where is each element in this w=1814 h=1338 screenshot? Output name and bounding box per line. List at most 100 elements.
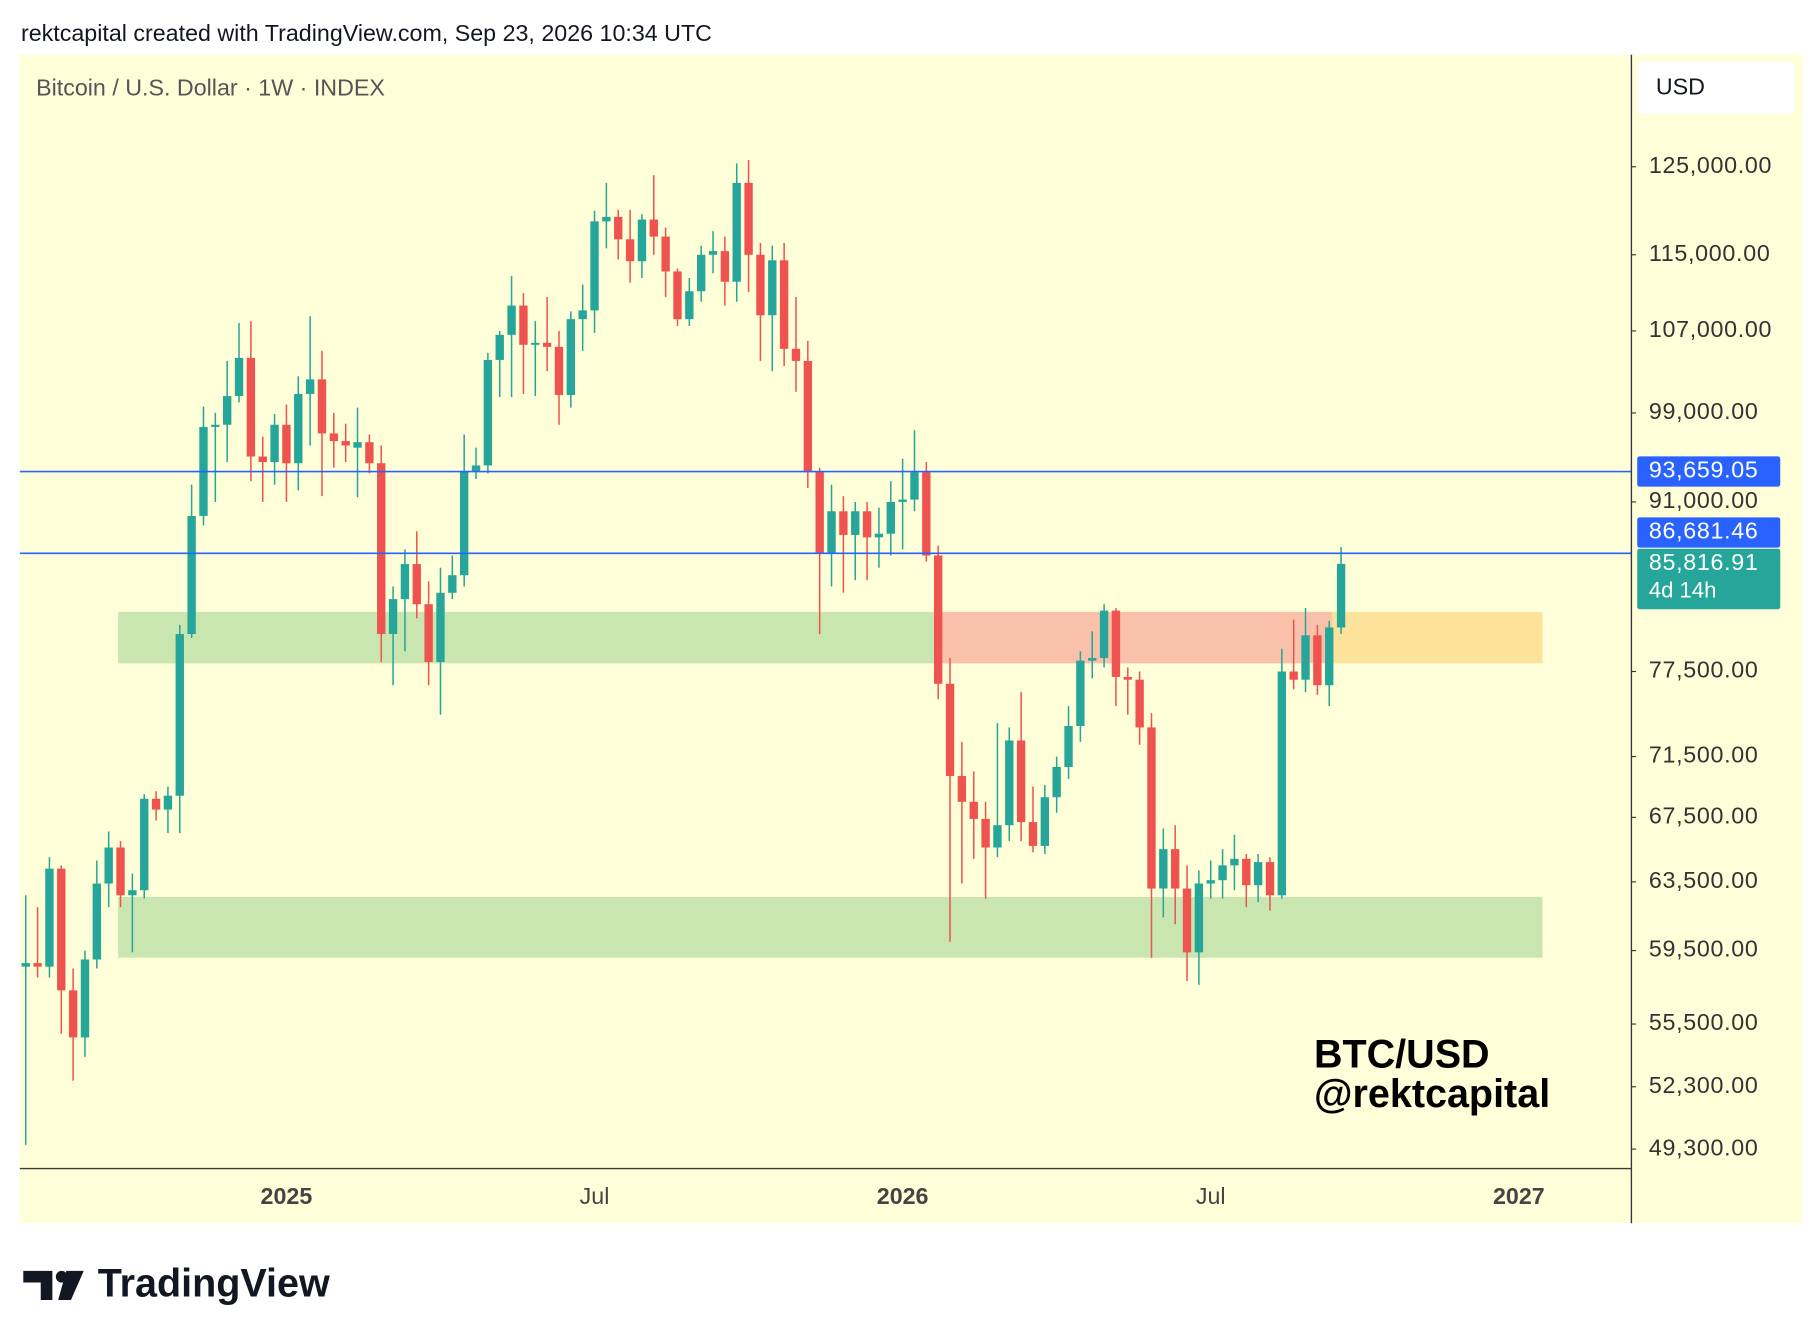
candle-body [744,182,753,255]
candle-body [1301,635,1310,680]
candle-body [602,216,611,222]
candle-body [140,798,149,891]
candle-body [282,424,291,464]
y-tick-label: 115,000.00 [1649,240,1771,266]
candle-body [424,604,433,663]
candle-body [1076,660,1085,727]
candle-body [317,379,327,434]
candle-body [957,775,967,802]
candle-body [353,442,362,448]
candle-body [886,501,895,534]
candle-body [1289,671,1298,680]
candle-body [1170,849,1180,889]
y-tick-label: 52,300.00 [1649,1072,1759,1098]
candle-body [448,575,457,593]
candle-body [45,868,54,967]
candle-body [803,360,813,473]
brand-logo [23,1270,84,1300]
y-tick-label: 77,500.00 [1649,657,1759,683]
candle-body [661,236,670,272]
candle-body [459,471,469,576]
candle-body [246,357,256,457]
candle-body [1182,888,1192,953]
candle-body [294,393,303,464]
candle-body [1313,635,1322,686]
y-tick-label: 67,500.00 [1649,803,1759,829]
candle-body [222,396,232,425]
candle-body [708,251,718,255]
last-price-box [1637,548,1781,610]
y-tick-label: 99,000.00 [1649,398,1759,424]
y-tick-label: 71,500.00 [1649,742,1759,768]
annotation: BTC/USD [1314,1032,1490,1076]
candle-body [720,251,730,282]
candle-body [1230,858,1239,866]
candle-body [305,379,315,394]
candle-body [163,795,173,810]
candle-body [732,182,741,282]
candle-body [1277,671,1287,896]
candle-body [673,271,682,320]
candle-body [756,254,765,316]
candle-body [1123,676,1132,680]
candle-body [1242,858,1251,886]
candle-body [922,472,931,556]
candle-body [1052,766,1061,798]
candle-body [270,424,279,463]
candle-body [685,291,694,320]
candle-body [33,963,42,967]
zone [118,896,1543,958]
candle-body [57,868,66,991]
price-line-box [1637,517,1781,548]
candle-body [68,990,78,1038]
countdown: 4d 14h [1649,578,1717,603]
candle-body [1028,822,1038,846]
zone [1331,611,1543,664]
x-tick-label: Jul [580,1183,610,1209]
candle-body [649,219,658,237]
candle-body [400,564,410,600]
candle-body [1064,726,1073,767]
x-tick-label: 2027 [1493,1183,1545,1209]
candle-body [1005,740,1014,826]
candle-body [21,963,30,967]
x-tick-label: 2025 [261,1183,313,1209]
candle-body [116,847,125,896]
candle-body [827,511,836,554]
candle-body [874,533,884,538]
candle-body [578,310,587,320]
candle-body [151,798,161,810]
candle-body [329,433,339,442]
candle-body [234,357,244,397]
y-tick-label: 59,500.00 [1649,936,1759,962]
candle-body [365,442,374,464]
candle-body [519,305,528,345]
candle-body [507,305,516,335]
candle-body [993,825,1002,848]
candle-body [910,472,919,500]
candle-body [80,959,90,1038]
candle-body [590,221,599,311]
candle-body [1253,862,1263,886]
y-tick-label: 63,500.00 [1649,867,1759,893]
candle-body [412,564,421,605]
y-tick-label: 107,000.00 [1649,316,1772,342]
candle-body [1088,657,1097,661]
last-price-label: 85,816.91 [1649,549,1759,575]
brand: TradingView [98,1261,330,1305]
zone [936,611,1332,664]
candle-body [104,847,113,884]
candle-body [1040,797,1050,846]
candle-body [542,342,552,347]
candle-body [851,511,860,535]
y-tick-label: 49,300.00 [1649,1134,1759,1160]
candle-body [471,465,481,472]
overlay [19,470,1632,555]
candles [21,160,1346,1145]
candle-body [377,463,386,635]
zones [118,611,1543,958]
candle-body [566,319,576,395]
y-tick-label: 55,500.00 [1649,1009,1759,1035]
